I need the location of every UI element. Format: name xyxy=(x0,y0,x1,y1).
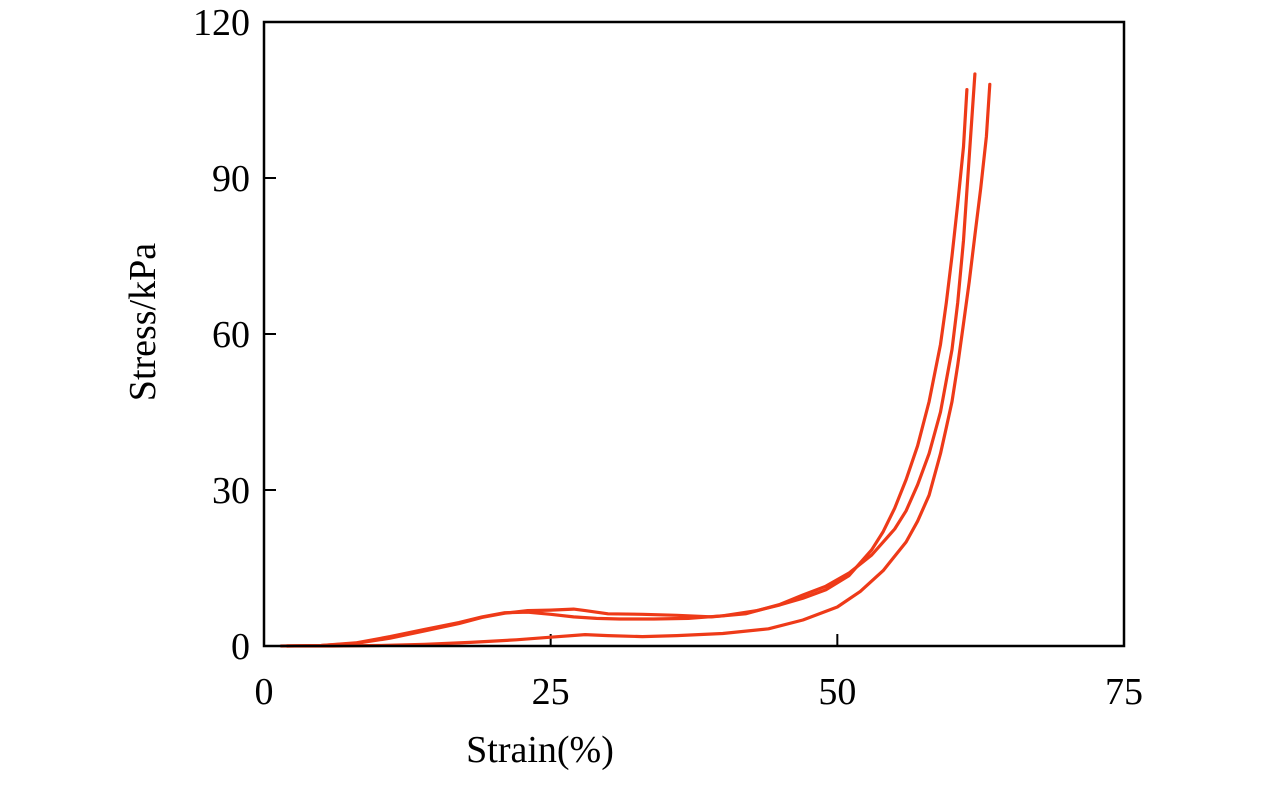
y-axis-ticks: 0 30 60 90 120 xyxy=(193,2,276,668)
y-tick-label: 0 xyxy=(231,626,250,668)
curves xyxy=(279,72,992,648)
stress-strain-curve-3 xyxy=(285,82,992,648)
x-axis-ticks: 0 25 50 75 xyxy=(255,634,1143,713)
y-tick-label: 120 xyxy=(193,2,250,44)
plot-frame xyxy=(262,20,1126,648)
stress-strain-curve-2 xyxy=(285,72,977,648)
x-axis-label: Strain(%) xyxy=(466,729,614,771)
y-tick-label: 90 xyxy=(212,158,250,200)
x-tick-label: 25 xyxy=(532,671,570,713)
y-tick-label: 60 xyxy=(212,314,250,356)
y-axis-label: Stress/kPa xyxy=(122,243,164,401)
x-tick-label: 75 xyxy=(1105,671,1143,713)
x-tick-label: 50 xyxy=(818,671,856,713)
x-tick-label: 0 xyxy=(255,671,274,713)
y-tick-label: 30 xyxy=(212,470,250,512)
